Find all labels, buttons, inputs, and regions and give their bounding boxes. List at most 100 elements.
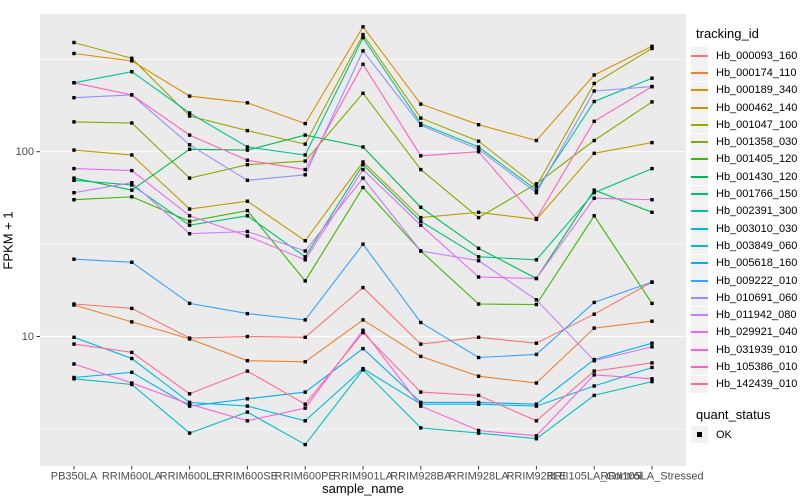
data-point-marker [592, 138, 596, 143]
data-point-marker [72, 148, 76, 152]
data-point-marker [419, 404, 423, 408]
data-point-marker [245, 234, 250, 238]
data-point-marker [534, 298, 539, 302]
data-point-marker [72, 375, 76, 380]
data-point-marker [592, 369, 596, 373]
x-tick-label: RRIM600LE [160, 471, 220, 483]
legend-color-key [691, 202, 708, 220]
data-point-marker [303, 390, 307, 394]
data-point-marker [419, 400, 423, 405]
legend-item-label: Hb_011942_080 [716, 309, 797, 322]
data-point-marker [130, 195, 134, 199]
data-point-marker [72, 120, 76, 124]
legend-line-icon [691, 89, 708, 92]
legend-title-quant-status: quant_status [696, 406, 771, 422]
data-point-marker [72, 257, 76, 261]
data-point-marker [419, 402, 423, 406]
data-point-marker [592, 188, 596, 192]
legend-item: Hb_000189_340 [691, 81, 799, 99]
data-point-marker [592, 393, 596, 398]
data-point-marker [534, 437, 539, 441]
data-point-marker [361, 346, 365, 351]
data-point-marker [650, 140, 654, 145]
legend-color-key [691, 99, 708, 117]
legend-item: Hb_000462_140 [691, 99, 799, 117]
plot-panel [40, 14, 686, 466]
legend-color-key [691, 116, 708, 134]
data-point-marker [303, 258, 307, 262]
data-point-marker [187, 147, 192, 151]
legend-item: Hb_001405_120 [691, 150, 799, 168]
data-point-marker [361, 49, 365, 53]
legend-item-label: Hb_105386_010 [716, 360, 798, 373]
data-point-marker [650, 100, 654, 104]
data-point-marker [592, 99, 596, 104]
data-point-marker [303, 335, 307, 339]
data-point-marker [187, 402, 192, 406]
legend-title-tracking-id: tracking_id [696, 26, 759, 41]
data-point-marker [361, 366, 365, 371]
data-point-marker [72, 335, 76, 339]
data-point-marker [187, 301, 192, 306]
legend-line-icon [691, 262, 708, 265]
data-point-marker [303, 402, 307, 406]
legend-line-icon [691, 123, 708, 126]
legend-color-key [691, 64, 708, 82]
data-point-marker [303, 159, 307, 163]
legend-line-icon [691, 106, 708, 109]
data-point-marker [245, 178, 250, 182]
data-point-marker [72, 178, 76, 182]
legend-item-list: Hb_000093_160 Hb_000174_110 Hb_000189_340 H… [691, 47, 799, 393]
data-point-marker [476, 402, 481, 406]
legend-item-label: Hb_010691_060 [716, 291, 798, 304]
legend-color-key [691, 237, 708, 255]
legend-item: Hb_011942_080 [691, 306, 799, 324]
data-point-marker [592, 300, 596, 305]
data-point-marker [650, 365, 654, 370]
ok-square-key [691, 426, 708, 444]
legend-item: Hb_001358_030 [691, 133, 799, 151]
data-point-marker [130, 306, 134, 311]
data-point-marker [419, 249, 423, 253]
data-point-marker [419, 123, 423, 127]
data-point-marker [592, 81, 596, 86]
data-point-marker [245, 404, 250, 408]
data-point-marker [245, 199, 250, 203]
data-point-marker [303, 142, 307, 146]
data-point-marker [361, 176, 365, 180]
data-point-marker [419, 320, 423, 325]
data-point-marker [476, 210, 481, 214]
legend-item: Hb_000174_110 [691, 64, 799, 82]
data-point-marker [592, 384, 596, 388]
legend-color-key [691, 306, 708, 324]
x-tick-label: RRIM928LA [449, 471, 510, 483]
data-point-marker [534, 276, 539, 281]
data-point-marker [245, 410, 250, 414]
data-point-marker [419, 390, 423, 394]
data-point-marker [476, 255, 481, 259]
legend-item-label: Hb_029921_040 [716, 326, 798, 339]
black-square-icon [697, 432, 702, 438]
data-point-marker [361, 328, 365, 332]
data-point-marker [650, 341, 654, 345]
legend-line-icon [691, 348, 708, 351]
data-point-marker [534, 258, 539, 262]
data-point-marker [130, 260, 134, 264]
legend-item-label: Hb_009222_010 [716, 274, 798, 287]
data-point-marker [361, 185, 365, 190]
data-point-marker [419, 205, 423, 209]
data-point-marker [361, 36, 365, 40]
data-point-marker [130, 70, 134, 74]
data-point-marker [72, 96, 76, 100]
data-point-marker [130, 59, 134, 63]
legend-item-label: Hb_000174_110 [716, 66, 797, 79]
legend-item-label: Hb_001358_030 [716, 136, 798, 149]
legend-item: Hb_029921_040 [691, 323, 799, 341]
data-point-marker [476, 215, 481, 220]
y-tick-label: 100 [16, 146, 34, 158]
data-point-marker [187, 111, 192, 115]
data-point-marker [72, 176, 76, 180]
data-point-marker [187, 400, 192, 405]
data-point-marker [187, 214, 192, 218]
legend-line-icon [691, 71, 708, 74]
